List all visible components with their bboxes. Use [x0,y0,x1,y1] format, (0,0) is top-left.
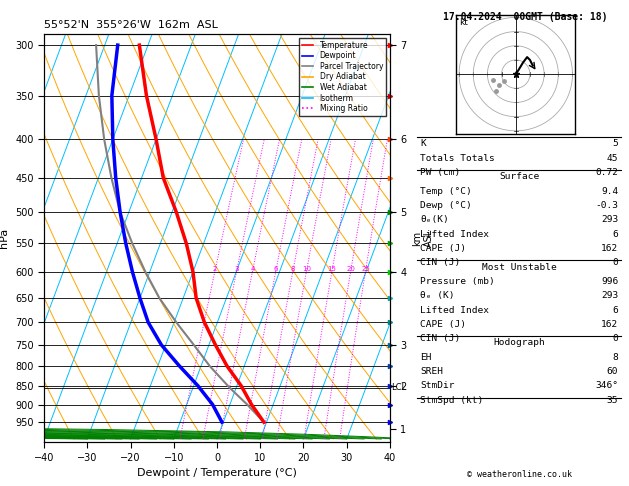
Text: 4: 4 [250,266,255,272]
Text: 0: 0 [613,334,618,343]
Text: CAPE (J): CAPE (J) [420,244,466,253]
Text: 6: 6 [613,306,618,314]
Text: 2: 2 [213,266,217,272]
Text: Hodograph: Hodograph [493,338,545,347]
Text: 293: 293 [601,215,618,224]
Text: © weatheronline.co.uk: © weatheronline.co.uk [467,469,572,479]
Text: CIN (J): CIN (J) [420,334,460,343]
Text: Most Unstable: Most Unstable [482,262,557,272]
Y-axis label: hPa: hPa [0,228,9,248]
Text: kt: kt [459,18,467,27]
Text: Lifted Index: Lifted Index [420,306,489,314]
Text: 162: 162 [601,244,618,253]
Text: 60: 60 [607,367,618,376]
Text: CAPE (J): CAPE (J) [420,320,466,329]
Text: 346°: 346° [595,382,618,390]
Text: PW (cm): PW (cm) [420,168,460,177]
Legend: Temperature, Dewpoint, Parcel Trajectory, Dry Adiabat, Wet Adiabat, Isotherm, Mi: Temperature, Dewpoint, Parcel Trajectory… [299,38,386,116]
Text: Dewp (°C): Dewp (°C) [420,201,472,210]
Text: 25: 25 [361,266,370,272]
Text: 55°52'N  355°26'W  162m  ASL: 55°52'N 355°26'W 162m ASL [44,20,218,30]
Text: 6: 6 [274,266,278,272]
Text: 15: 15 [328,266,337,272]
Text: LCL: LCL [391,383,406,392]
Text: 996: 996 [601,277,618,286]
Text: Surface: Surface [499,172,539,181]
Text: CIN (J): CIN (J) [420,258,460,267]
Text: 5: 5 [613,139,618,148]
Text: 17.04.2024  00GMT (Base: 18): 17.04.2024 00GMT (Base: 18) [443,12,608,22]
Text: -0.3: -0.3 [595,201,618,210]
Text: θₑ (K): θₑ (K) [420,291,455,300]
Text: 8: 8 [291,266,295,272]
Text: 9.4: 9.4 [601,187,618,195]
Text: 8: 8 [613,353,618,362]
Text: StmDir: StmDir [420,382,455,390]
Text: StmSpd (kt): StmSpd (kt) [420,396,484,405]
X-axis label: Dewpoint / Temperature (°C): Dewpoint / Temperature (°C) [137,468,297,478]
Text: Temp (°C): Temp (°C) [420,187,472,195]
Text: 6: 6 [613,229,618,239]
Text: Lifted Index: Lifted Index [420,229,489,239]
Text: 162: 162 [601,320,618,329]
Text: SREH: SREH [420,367,443,376]
Text: EH: EH [420,353,431,362]
Text: 0: 0 [613,258,618,267]
Text: 20: 20 [346,266,355,272]
Text: 293: 293 [601,291,618,300]
Text: θₑ(K): θₑ(K) [420,215,449,224]
Text: Totals Totals: Totals Totals [420,154,495,162]
Text: 45: 45 [607,154,618,162]
Text: 3: 3 [234,266,238,272]
Text: 10: 10 [302,266,311,272]
Text: 0.72: 0.72 [595,168,618,177]
Text: Pressure (mb): Pressure (mb) [420,277,495,286]
Text: K: K [420,139,426,148]
Text: 35: 35 [607,396,618,405]
Y-axis label: km
ASL: km ASL [412,229,434,247]
